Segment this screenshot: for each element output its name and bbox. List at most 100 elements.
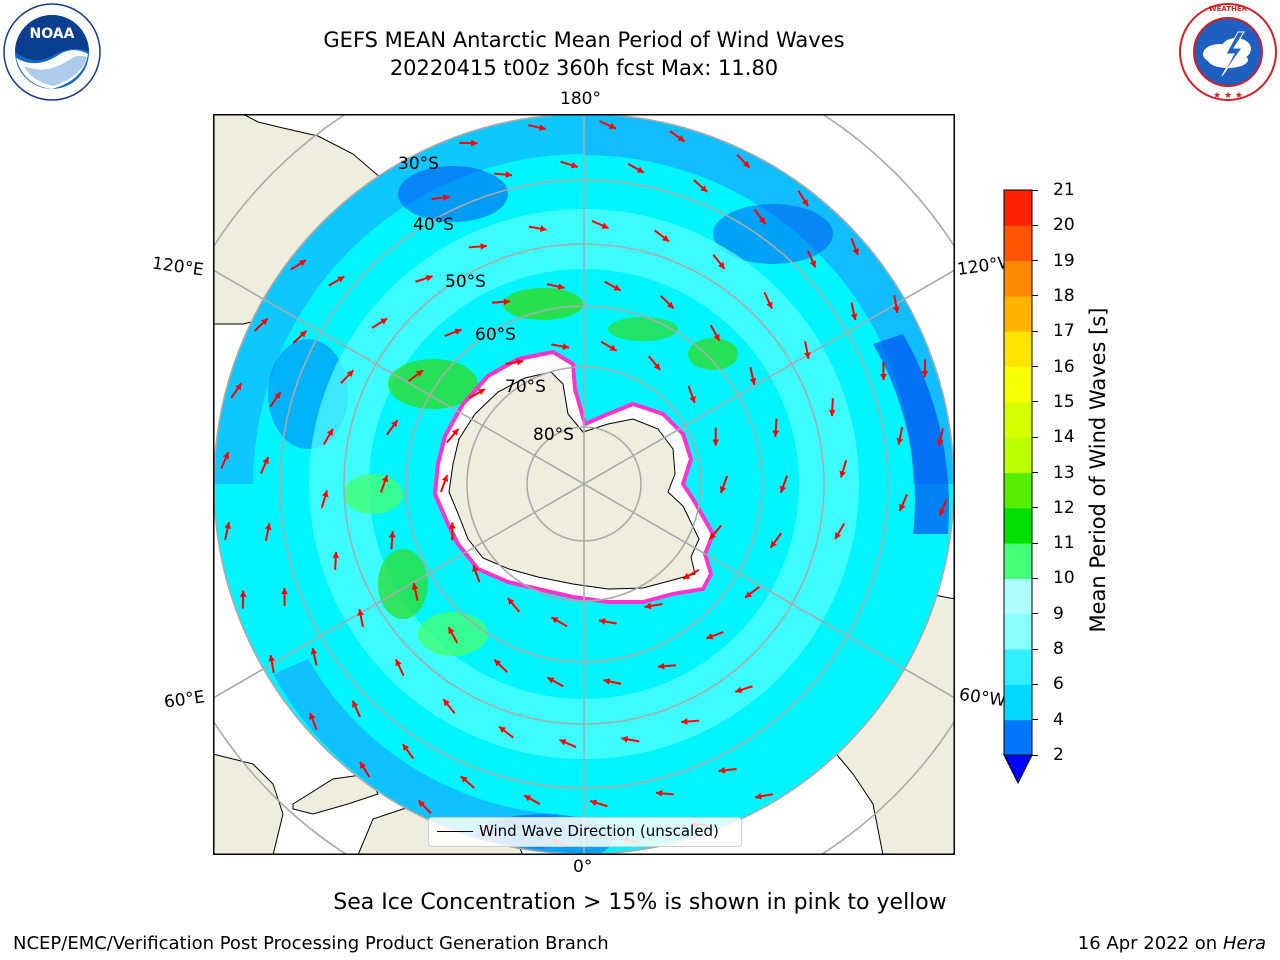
map-title: GEFS MEAN Antarctic Mean Period of Wind … <box>323 28 845 52</box>
colorbar-segment <box>1004 719 1032 756</box>
lat-label-80s: 80°S <box>533 425 574 445</box>
colorbar-tick-mark <box>1032 189 1038 191</box>
colorbar-tick-mark <box>1032 224 1038 226</box>
wave-direction-arrow-head <box>839 470 846 478</box>
colorbar-tick-label: 14 <box>1053 427 1075 448</box>
wave-direction-arrow-head <box>442 194 450 202</box>
wave-direction-arrow-head <box>689 395 696 403</box>
wave-direction-arrow-head <box>260 318 268 326</box>
wave-direction-arrow-head <box>749 378 757 385</box>
colorbar-tick-label: 10 <box>1053 568 1075 589</box>
wave-direction-arrow-head <box>539 124 546 131</box>
wave-direction-arrow-head <box>480 243 487 250</box>
colorbar-segment <box>1004 507 1032 544</box>
wave-direction-arrow-head <box>441 475 449 482</box>
colorbar-segment <box>1004 684 1032 721</box>
wave-direction-arrow-head <box>700 185 708 192</box>
wave-direction-arrow-head <box>713 333 720 341</box>
wave-direction-arrow-head <box>681 718 688 725</box>
noaa-logo: NOAA <box>2 2 102 102</box>
colorbar-tick-mark <box>1032 719 1038 721</box>
wave-direction-arrow-head <box>505 171 513 179</box>
wave-direction-arrow-head <box>222 452 230 460</box>
colorbar-tick-mark <box>1032 260 1038 262</box>
wave-direction-arrow-head <box>718 261 725 269</box>
wave-direction-arrow-head <box>262 457 269 465</box>
wave-direction-arrow-head <box>359 761 367 769</box>
wave-direction-arrow-head <box>547 677 555 684</box>
wave-direction-arrow-head <box>899 503 906 511</box>
lat-label-60s: 60°S <box>475 325 516 345</box>
wave-direction-arrow-head <box>425 274 433 282</box>
colorbar-tick-mark <box>1032 366 1038 368</box>
wave-direction-arrow-head <box>381 475 389 483</box>
wave-direction-arrow-head <box>758 216 766 224</box>
colorbar-segment <box>1004 437 1032 473</box>
colorbar-tick-mark <box>1032 613 1038 615</box>
wave-direction-arrow-head <box>322 490 329 498</box>
wave-direction-arrow-head <box>835 532 842 540</box>
wave-direction-arrow-head <box>712 439 720 446</box>
wave-direction-arrow-head <box>706 633 714 640</box>
wave-direction-arrow-head <box>804 352 811 359</box>
lat-label-30s: 30°S <box>398 154 439 174</box>
wave-direction-arrow-head <box>494 659 502 667</box>
wave-direction-arrow-head <box>448 627 455 635</box>
wave-direction-arrow-head <box>418 800 426 808</box>
colorbar-extend-triangle <box>1003 754 1033 785</box>
nws-logo: WEATHER ★ ★ ★ <box>1178 2 1278 102</box>
map-legend: Wind Wave Direction (unscaled) <box>428 817 742 847</box>
footer-machine: Hera <box>1222 933 1266 954</box>
wind-wave-arrows <box>220 120 948 848</box>
wave-direction-arrow-head <box>636 166 644 173</box>
colorbar <box>1000 185 1048 785</box>
wave-direction-arrow-head <box>332 551 340 559</box>
wave-direction-arrow-head <box>337 276 345 283</box>
colorbar-segment <box>1004 472 1032 509</box>
colorbar-tick-mark <box>1032 401 1038 403</box>
wave-direction-arrow-head <box>896 437 904 445</box>
wave-direction-arrow-head <box>601 222 609 229</box>
wave-direction-arrow-head <box>498 726 506 733</box>
wave-direction-arrow-head <box>801 199 809 207</box>
wave-direction-arrow-head <box>657 662 665 670</box>
wave-direction-arrow-head <box>766 301 773 309</box>
wave-direction-arrow-head <box>613 284 621 291</box>
colorbar-tick-label: 6 <box>1053 674 1064 695</box>
wave-direction-arrow-head <box>603 678 611 685</box>
wave-direction-arrow-head <box>239 590 247 597</box>
colorbar-tick-mark <box>1032 436 1038 438</box>
colorbar-tick-label: 2 <box>1053 745 1064 765</box>
colorbar-tick-mark <box>1032 754 1038 756</box>
svg-text:WEATHER: WEATHER <box>1209 5 1248 13</box>
wave-direction-arrow-head <box>224 522 231 529</box>
footer-credit: NCEP/EMC/Verification Post Processing Pr… <box>13 933 609 954</box>
lon-label-120e: 120°E <box>150 253 205 281</box>
wave-direction-arrow-head <box>828 409 836 417</box>
wave-direction-arrow-head <box>411 583 419 590</box>
wave-direction-arrow-head <box>309 712 316 720</box>
map-frame <box>213 114 955 855</box>
wave-direction-arrow-head <box>608 122 616 130</box>
wave-direction-arrow-head <box>621 736 629 743</box>
wave-direction-arrow-head <box>718 766 726 774</box>
wave-direction-arrow-head <box>539 225 547 232</box>
colorbar-tick-mark <box>1032 542 1038 544</box>
colorbar-segment <box>1004 543 1032 579</box>
wave-direction-arrow-head <box>443 699 450 707</box>
wave-direction-arrow-head <box>551 617 559 624</box>
colorbar-segment <box>1004 260 1032 297</box>
wave-direction-arrow-head <box>395 659 402 667</box>
wave-direction-arrow-head <box>274 391 281 399</box>
wave-direction-arrow-head <box>559 739 567 746</box>
wave-direction-arrow-head <box>516 358 524 366</box>
wave-direction-arrow-head <box>391 420 398 428</box>
colorbar-tick-label: 4 <box>1053 709 1064 730</box>
footer-date-text: 16 Apr 2022 on <box>1077 933 1223 954</box>
colorbar-tick-label: 19 <box>1053 250 1075 271</box>
wave-direction-arrow-head <box>755 793 762 800</box>
svg-text:★ ★ ★: ★ ★ ★ <box>1213 91 1243 101</box>
colorbar-tick-label: 8 <box>1053 639 1064 660</box>
colorbar-segment <box>1004 331 1032 368</box>
wave-direction-arrow-head <box>921 371 929 378</box>
